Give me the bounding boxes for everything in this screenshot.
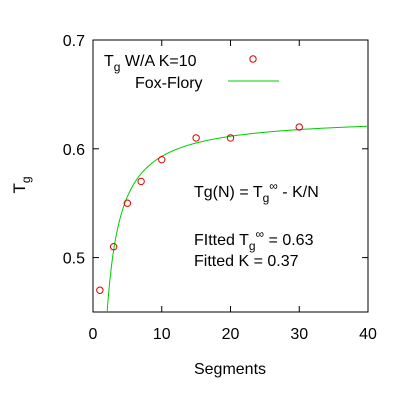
legend-label-tg-wa: Tg W/A K=10 (104, 53, 197, 74)
x-tick-label: 20 (222, 326, 240, 343)
fitted-k-annotation: Fitted K = 0.37 (194, 253, 299, 270)
formula-annotation: Tg(N) = Tg∞ - K/N (194, 179, 319, 205)
y-axis-label-sub: g (19, 176, 33, 183)
axis-ticks: 0 10 20 30 40 0.5 0.6 0.7 (63, 33, 377, 343)
y-axis-label: Tg (10, 176, 33, 193)
data-point (96, 286, 104, 294)
data-point (123, 199, 132, 207)
fox-flory-curve (106, 125, 369, 313)
y-tick-label: 0.5 (63, 251, 85, 268)
annotation-block: Tg(N) = Tg∞ - K/N FItted Tg∞ = 0.63 Fitt… (194, 179, 319, 270)
fit-curve-layer (106, 125, 369, 313)
legend: Tg W/A K=10 Fox-Flory (104, 53, 279, 92)
data-point (109, 243, 118, 251)
data-points-layer (96, 123, 303, 294)
y-axis-label-main: T (10, 183, 29, 193)
data-point (158, 155, 166, 164)
x-axis-label: Segments (194, 361, 266, 378)
data-point (295, 123, 303, 131)
data-point (137, 177, 145, 186)
x-tick-label: 40 (359, 326, 377, 343)
x-tick-label: 10 (153, 326, 171, 343)
data-point (226, 134, 235, 142)
y-tick-label: 0.6 (63, 142, 85, 159)
legend-label-fox-flory: Fox-Flory (135, 75, 203, 92)
y-tick-label: 0.7 (63, 33, 85, 50)
legend-marker-tg-wa (249, 55, 257, 63)
x-tick-label: 30 (290, 326, 308, 343)
data-point (192, 134, 200, 142)
x-tick-label: 0 (89, 326, 98, 343)
fitted-tg-annotation: FItted Tg∞ = 0.63 (194, 227, 314, 253)
